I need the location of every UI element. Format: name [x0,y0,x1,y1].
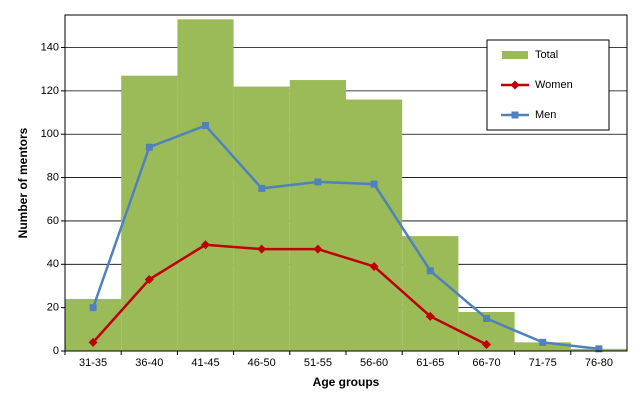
marker [483,314,490,322]
legend-marker [511,111,519,119]
legend-label: Women [535,79,573,91]
y-tick-label: 60 [47,215,59,227]
x-tick-label: 41-45 [191,357,219,369]
x-tick-label: 51-55 [304,357,332,369]
marker [370,180,378,188]
marker [202,122,209,130]
x-tick-label: 56-60 [360,357,388,369]
x-tick-label: 61-65 [416,357,444,369]
y-tick-label: 100 [41,128,59,140]
marker [314,178,322,186]
y-tick-label: 140 [41,41,59,53]
marker [595,345,603,353]
x-axis-title: Age groups [313,375,380,389]
y-tick-label: 0 [53,345,59,357]
marker [88,337,98,347]
marker [89,304,97,312]
marker [426,267,434,275]
marker [482,339,491,349]
line [92,243,488,346]
x-tick-label: 46-50 [248,357,276,369]
y-tick-label: 80 [47,171,59,183]
marker [257,244,267,254]
legend-marker [510,80,520,90]
line [91,124,600,351]
x-tick-label: 66-70 [472,357,500,369]
marker [201,240,210,250]
bar [121,75,178,351]
y-tick-label: 20 [47,302,59,314]
marker [369,261,379,271]
bar [346,99,403,352]
marker [145,143,153,151]
x-tick-label: 76-80 [585,357,613,369]
y-tick-label: 120 [41,85,59,97]
bar [177,19,234,352]
marker [425,311,435,321]
bar [233,86,290,351]
marker [539,338,547,346]
y-tick-label: 40 [47,258,59,270]
legend-swatch [502,51,528,59]
x-tick-label: 31-35 [79,357,107,369]
marker [144,274,154,284]
marker [313,244,323,254]
bar [514,342,571,351]
y-axis-title: Number of mentors [16,127,30,238]
legend-label: Total [535,49,558,61]
x-tick-label: 71-75 [529,357,557,369]
legend-label: Men [535,109,556,121]
bar [402,236,459,351]
x-tick-label: 36-40 [135,357,163,369]
marker [258,184,266,192]
bar [289,80,346,351]
